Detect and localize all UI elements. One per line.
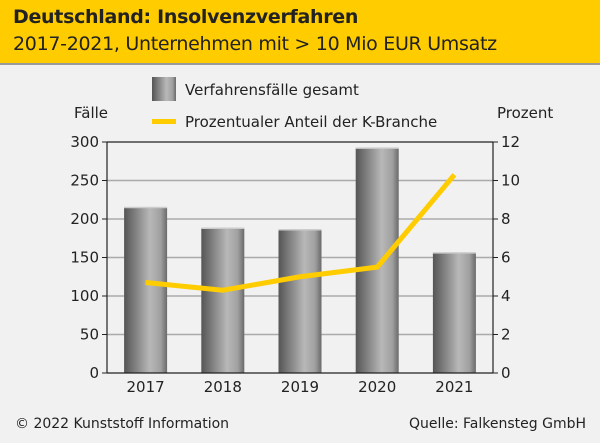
y2-axis-label: Prozent <box>497 104 553 122</box>
bar-2018 <box>201 228 245 373</box>
x-tick-label: 2020 <box>358 378 396 396</box>
y2-tick-label: 4 <box>501 287 511 305</box>
source-credit: Quelle: Falkensteg GmbH <box>408 416 586 432</box>
y2-tick-label: 8 <box>501 210 511 228</box>
y-tick-label: 200 <box>70 210 99 228</box>
chart-subtitle: 2017-2021, Unternehmen mit > 10 Mio EUR … <box>13 33 497 55</box>
x-tick-label: 2021 <box>435 378 473 396</box>
bar-2021 <box>432 252 476 373</box>
y2-tick-label: 0 <box>501 364 511 382</box>
legend-line-label: Prozentualer Anteil der K-Branche <box>185 113 437 131</box>
chart-title: Deutschland: Insolvenzverfahren <box>13 6 359 28</box>
bar-2017 <box>124 207 168 373</box>
y-tick-label: 50 <box>80 326 99 344</box>
legend-bar-label: Verfahrensfälle gesamt <box>185 81 359 99</box>
y-tick-label: 150 <box>70 249 99 267</box>
legend-line-swatch <box>152 119 176 124</box>
legend-bar-swatch <box>152 77 176 101</box>
y2-tick-label: 6 <box>501 249 511 267</box>
y2-tick-label: 2 <box>501 326 511 344</box>
y-tick-label: 100 <box>70 287 99 305</box>
x-tick-label: 2017 <box>127 378 165 396</box>
bar-2019 <box>278 229 322 373</box>
y2-tick-label: 12 <box>501 133 520 151</box>
y-axis-label: Fälle <box>74 104 108 122</box>
x-tick-label: 2019 <box>281 378 319 396</box>
copyright: © 2022 Kunststoff Information <box>15 416 230 432</box>
x-tick-label: 2018 <box>204 378 242 396</box>
bar-2020 <box>355 148 399 373</box>
y2-tick-label: 10 <box>501 172 520 190</box>
y-tick-label: 250 <box>70 172 99 190</box>
header-banner: Deutschland: Insolvenzverfahren 2017-202… <box>0 0 600 65</box>
y-tick-label: 300 <box>70 133 99 151</box>
y-tick-label: 0 <box>89 364 99 382</box>
